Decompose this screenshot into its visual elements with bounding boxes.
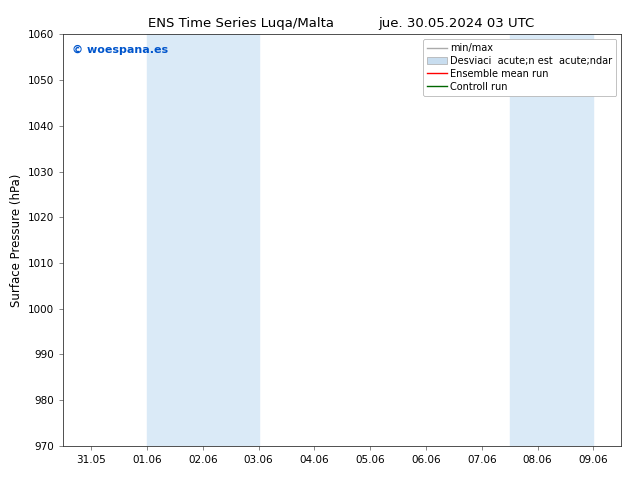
Text: jue. 30.05.2024 03 UTC: jue. 30.05.2024 03 UTC [378,17,534,30]
Legend: min/max, Desviaci  acute;n est  acute;ndar, Ensemble mean run, Controll run: min/max, Desviaci acute;n est acute;ndar… [424,39,616,96]
Text: ENS Time Series Luqa/Malta: ENS Time Series Luqa/Malta [148,17,334,30]
Bar [147,34,259,446]
Y-axis label: Surface Pressure (hPa): Surface Pressure (hPa) [10,173,23,307]
Text: © woespana.es: © woespana.es [72,45,168,55]
Bar [510,34,593,446]
